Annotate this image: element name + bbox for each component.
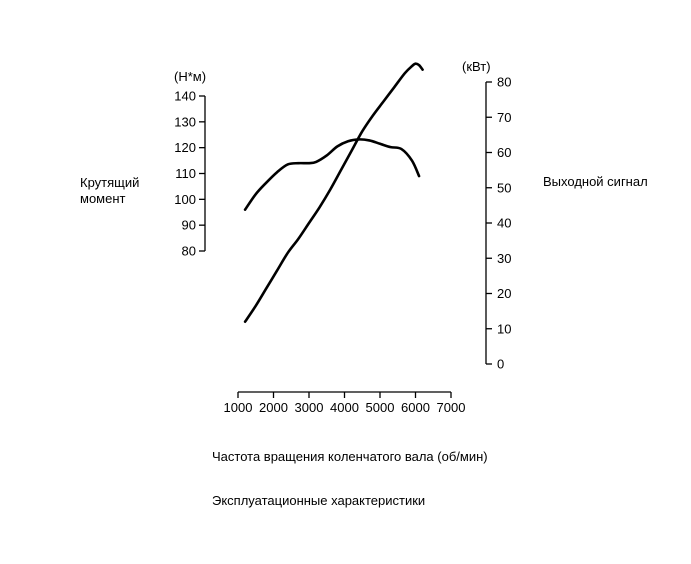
left-axis-unit: (Н*м) [174, 69, 206, 84]
right-tick-label: 0 [497, 357, 504, 372]
left-axis: 80 90 100 110 120 130 140 [174, 89, 206, 259]
power-curve [243, 62, 424, 323]
right-axis-label: Выходной сигнал [543, 174, 648, 189]
right-axis: 0 10 20 30 40 50 60 70 80 [485, 75, 511, 372]
left-tick-label: 80 [182, 244, 196, 259]
chart-caption: Эксплуатационные характеристики [212, 493, 425, 508]
left-tick-label: 100 [174, 192, 196, 207]
left-tick-label: 120 [174, 140, 196, 155]
right-tick-label: 70 [497, 110, 511, 125]
x-axis-label: Частота вращения коленчатого вала (об/ми… [212, 449, 488, 464]
left-tick-label: 90 [182, 218, 196, 233]
right-tick-label: 80 [497, 75, 511, 90]
x-axis: 1000 2000 3000 4000 5000 6000 7000 [224, 391, 466, 415]
x-tick-label: 1000 [224, 400, 253, 415]
left-tick-label: 130 [174, 114, 196, 129]
right-tick-label: 10 [497, 321, 511, 336]
series-group [243, 62, 424, 323]
x-tick-label: 5000 [366, 400, 395, 415]
left-tick-label: 110 [175, 166, 196, 181]
x-tick-label: 4000 [330, 400, 359, 415]
right-tick-label: 20 [497, 286, 511, 301]
x-tick-label: 7000 [437, 400, 466, 415]
left-axis-label-line-2: момент [80, 191, 126, 206]
right-tick-label: 50 [497, 180, 511, 195]
x-tick-label: 6000 [401, 400, 430, 415]
torque-curve [243, 138, 421, 211]
x-tick-label: 2000 [259, 400, 288, 415]
left-tick-label: 140 [174, 89, 196, 104]
right-tick-label: 30 [497, 251, 511, 266]
right-tick-label: 60 [497, 145, 511, 160]
left-axis-label-line-1: Крутящий [80, 175, 139, 190]
x-tick-label: 3000 [295, 400, 324, 415]
right-axis-unit: (кВт) [462, 59, 491, 74]
right-tick-label: 40 [497, 216, 511, 231]
